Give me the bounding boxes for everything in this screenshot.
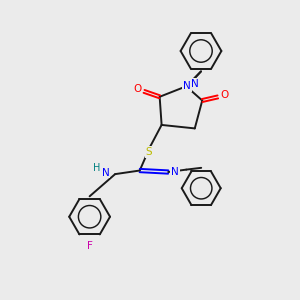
Text: S: S (146, 147, 152, 157)
Text: O: O (220, 90, 229, 100)
Text: N: N (102, 168, 110, 178)
Text: N: N (190, 79, 198, 89)
Text: F: F (87, 241, 93, 251)
Text: N: N (183, 81, 191, 91)
Text: H: H (93, 163, 100, 172)
Text: N: N (171, 167, 179, 177)
Text: O: O (133, 84, 142, 94)
